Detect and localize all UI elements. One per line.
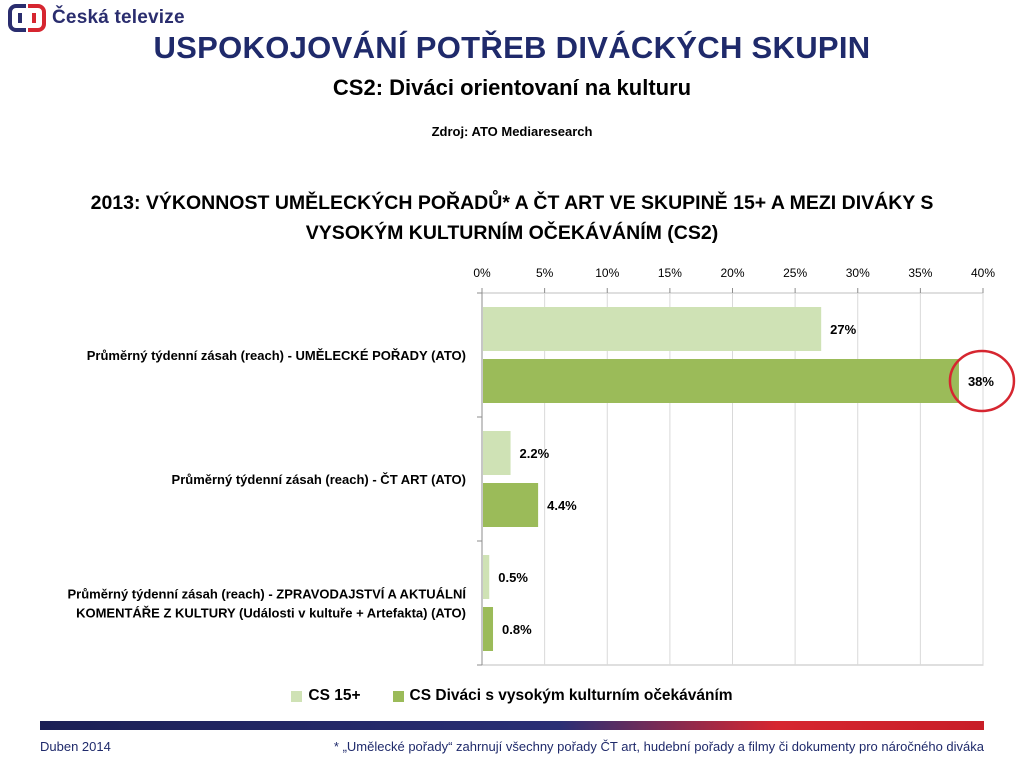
highlight-circle xyxy=(948,349,1016,413)
x-tick-label: 0% xyxy=(473,266,491,280)
data-label: 4.4% xyxy=(547,498,577,513)
logo-text: Česká televize xyxy=(52,7,185,28)
bar xyxy=(483,431,511,475)
bar xyxy=(483,483,539,527)
x-tick-label: 30% xyxy=(846,266,870,280)
x-tick-label: 20% xyxy=(720,266,744,280)
bar-chart: 0% 5% 10% 15% 20% 25% 30% 35% 40% 27% 38% Průměrný … xyxy=(68,266,1016,666)
x-tick-label: 10% xyxy=(595,266,619,280)
source-note: Zdroj: ATO Mediaresearch xyxy=(431,124,593,139)
chart-title: 2013: VÝKONNOST UMĚLECKÝCH POŘADŮ* A ČT … xyxy=(90,192,934,244)
legend-item-cs15: CS 15+ xyxy=(291,687,361,705)
ct-logo-icon xyxy=(8,4,46,32)
legend-swatch-cs15 xyxy=(291,690,303,702)
x-tick-label: 25% xyxy=(783,266,807,280)
x-tick-label: 40% xyxy=(971,266,995,280)
footer-date: Duben 2014 xyxy=(40,739,111,754)
data-label: 0.8% xyxy=(502,622,532,637)
legend-label-cs2: CS Diváci s vysokým kulturním očekáváním xyxy=(409,687,733,704)
category-label: Průměrný týdenní zásah (reach) - UMĚLECK… xyxy=(87,348,466,363)
page-subtitle: CS2: Diváci orientovaní na kulturu xyxy=(332,75,692,100)
category-label: KOMENTÁŘE Z KULTURY (Události v kultuře … xyxy=(76,606,466,621)
legend-swatch-cs2 xyxy=(392,690,404,702)
legend-item-cs2: CS Diváci s vysokým kulturním očekáváním xyxy=(392,687,733,705)
page-title: USPOKOJOVÁNÍ POTŘEB DIVÁCKÝCH SKUPIN xyxy=(153,30,871,65)
category-label: Průměrný týdenní zásah (reach) - ZPRAVOD… xyxy=(68,587,467,602)
data-label: 0.5% xyxy=(498,570,528,585)
data-label: 38% xyxy=(968,374,994,389)
x-tick-label: 5% xyxy=(536,266,554,280)
footer-note: * „Umělecké pořady“ zahrnují všechny poř… xyxy=(333,739,984,754)
footer-rule xyxy=(40,721,984,730)
bar xyxy=(483,307,822,351)
ceska-televize-logo: Česká televize xyxy=(8,4,185,32)
legend-label-cs15: CS 15+ xyxy=(308,687,361,704)
bar xyxy=(483,359,959,403)
bar xyxy=(483,607,494,651)
data-label: 27% xyxy=(830,322,856,337)
x-tick-label: 35% xyxy=(908,266,932,280)
x-tick-label: 15% xyxy=(658,266,682,280)
data-label: 2.2% xyxy=(520,446,550,461)
category-label: Průměrný týdenní zásah (reach) - ČT ART … xyxy=(172,472,466,487)
bar xyxy=(483,555,490,599)
chart-legend: CS 15+ CS Diváci s vysokým kulturním oče… xyxy=(0,687,1024,705)
